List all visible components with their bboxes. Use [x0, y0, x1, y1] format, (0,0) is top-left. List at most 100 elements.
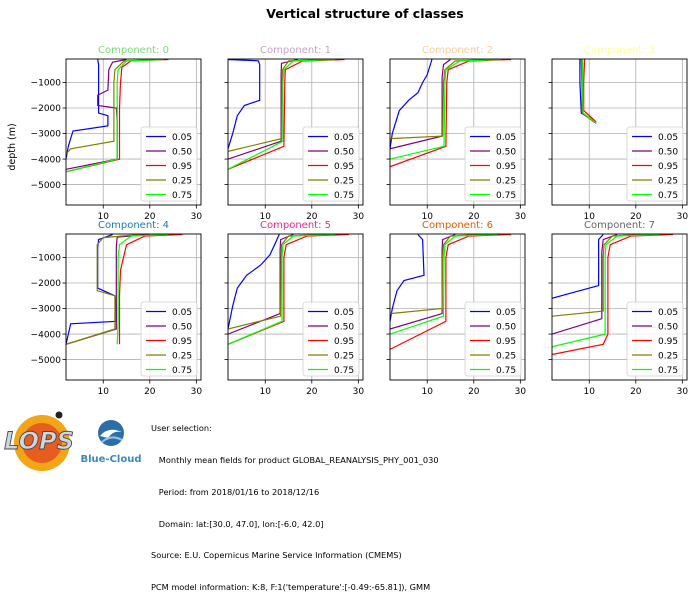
legend: 0.05 0.50 0.95 0.25 0.75: [302, 126, 360, 202]
series-line-0.75: [390, 59, 502, 160]
series-line-0.75: [582, 59, 597, 124]
figure: Vertical structure of classes depth (m) …: [7, 6, 688, 397]
series-line-0.75: [228, 234, 336, 345]
series-line-0.50: [552, 234, 618, 335]
blue-cloud-logo-text: Blue-Cloud: [80, 454, 141, 465]
legend-label-0.50: 0.50: [172, 322, 192, 332]
legend-label-0.75: 0.75: [172, 191, 192, 201]
legend: 0.05 0.50 0.95 0.25 0.75: [140, 126, 198, 202]
footer-line-source: Source: E.U. Copernicus Marine Service I…: [151, 550, 402, 561]
lops-logo-dot: [55, 411, 63, 419]
legend-label-0.05: 0.05: [496, 308, 516, 318]
footer-line-product: Monthly mean fields for product GLOBAL_R…: [151, 454, 439, 465]
legend-box: [302, 126, 360, 202]
legend-box: [464, 301, 522, 377]
series-line-0.95: [583, 59, 597, 123]
axes-frame: [227, 58, 364, 206]
series-line-0.05: [66, 59, 109, 160]
panel-title: Component: 6: [422, 220, 493, 231]
axes-frame: [65, 233, 202, 381]
legend-label-0.95: 0.95: [658, 337, 678, 347]
panel-title: Component: 3: [584, 45, 655, 56]
y-tick-label-2: −3000: [31, 130, 62, 140]
x-tick-label-2: 30: [515, 212, 527, 222]
legend-label-0.50: 0.50: [658, 147, 678, 157]
legend-label-0.50: 0.50: [496, 322, 516, 332]
legend-label-0.25: 0.25: [334, 176, 354, 186]
axes-frame: [551, 58, 688, 206]
panel-title: Component: 2: [422, 45, 493, 56]
blue-cloud-logo-wave: [100, 429, 122, 438]
series-line-0.05: [390, 234, 425, 322]
legend-box: [626, 126, 684, 202]
panel-2: 10 20 30 Component: 2 0.05 0.50 0.95 0.25 0.75: [386, 45, 527, 222]
x-tick-label-0: 10: [422, 387, 434, 397]
legend-label-0.95: 0.95: [334, 162, 354, 172]
series-line-0.75: [116, 234, 169, 345]
legend-label-0.25: 0.25: [172, 351, 192, 361]
series-line-0.05: [228, 234, 280, 330]
x-tick-label-2: 30: [191, 387, 203, 397]
series-line-0.50: [390, 59, 451, 150]
x-tick-label-1: 20: [144, 212, 156, 222]
series-line-0.50: [390, 234, 456, 330]
legend-box: [464, 126, 522, 202]
panel-0: 10 20 30 −1000 −2000 −3000 −4000 −5000 Component…: [31, 45, 203, 222]
legend-label-0.75: 0.75: [172, 366, 192, 376]
legend-label-0.50: 0.50: [334, 322, 354, 332]
lops-logo: LOPS: [4, 411, 74, 471]
y-tick-label-0: −1000: [31, 79, 62, 89]
y-tick-label-1: −2000: [31, 279, 62, 289]
x-tick-label-0: 10: [260, 212, 272, 222]
series-line-0.05: [552, 234, 604, 299]
legend-label-0.75: 0.75: [658, 366, 678, 376]
legend-label-0.50: 0.50: [496, 147, 516, 157]
panel-title: Component: 5: [260, 220, 331, 231]
series-line-0.75: [390, 234, 498, 335]
x-tick-label-1: 20: [306, 387, 318, 397]
panel-title: Component: 7: [584, 220, 655, 231]
blue-cloud-logo: Blue-Cloud: [80, 420, 142, 465]
legend-label-0.50: 0.50: [172, 147, 192, 157]
legend: 0.05 0.50 0.95 0.25 0.75: [464, 301, 522, 377]
x-tick-label-0: 10: [98, 387, 110, 397]
blue-cloud-logo-wave2: [101, 436, 123, 443]
y-tick-label-1: −2000: [31, 104, 62, 114]
legend-label-0.25: 0.25: [334, 351, 354, 361]
y-tick-label-4: −5000: [31, 181, 62, 191]
x-tick-label-2: 30: [353, 212, 365, 222]
series-line-0.05: [66, 234, 117, 345]
panel-title: Component: 4: [98, 220, 169, 231]
y-axis-label: depth (m): [7, 123, 18, 170]
legend-label-0.05: 0.05: [658, 308, 678, 318]
series-line-0.25: [66, 59, 155, 155]
legend-label-0.95: 0.95: [496, 337, 516, 347]
legend-label-0.95: 0.95: [334, 337, 354, 347]
x-tick-label-0: 10: [98, 212, 110, 222]
legend-box: [140, 301, 198, 377]
lops-logo-text: LOPS: [4, 427, 74, 455]
legend-label-0.05: 0.05: [334, 308, 354, 318]
panel-1: 10 20 30 Component: 1 0.05 0.50 0.95 0.25 0.75: [224, 45, 365, 222]
legend: 0.05 0.50 0.95 0.25 0.75: [302, 301, 360, 377]
panel-5: 10 20 30 Component: 5 0.05 0.50 0.95 0.25 0.75: [224, 220, 365, 397]
legend-label-0.25: 0.25: [658, 176, 678, 186]
series-line-0.25: [580, 59, 595, 123]
legend-label-0.95: 0.95: [172, 162, 192, 172]
legend-label-0.05: 0.05: [172, 133, 192, 143]
legend-label-0.75: 0.75: [658, 191, 678, 201]
x-tick-label-1: 20: [630, 212, 642, 222]
legend-label-0.05: 0.05: [334, 133, 354, 143]
axes-frame: [227, 233, 364, 381]
axes-frame: [389, 58, 526, 206]
x-tick-label-0: 10: [260, 387, 272, 397]
legend-label-0.95: 0.95: [658, 162, 678, 172]
x-tick-label-1: 20: [468, 212, 480, 222]
axes-frame: [65, 58, 202, 206]
x-tick-label-2: 30: [515, 387, 527, 397]
legend-label-0.05: 0.05: [172, 308, 192, 318]
lops-logo-inner: [22, 423, 62, 463]
panel-title: Component: 1: [260, 45, 331, 56]
legend-label-0.25: 0.25: [658, 351, 678, 361]
x-tick-label-2: 30: [353, 387, 365, 397]
